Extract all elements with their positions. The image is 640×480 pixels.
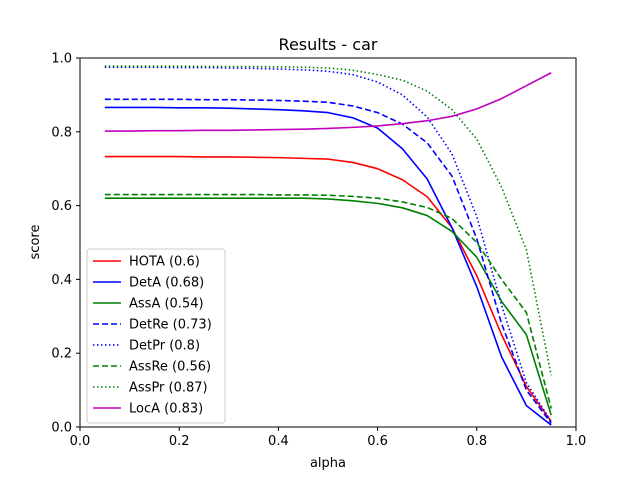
y-tick-label: 0.8 bbox=[51, 125, 72, 140]
legend-label: AssA (0.54) bbox=[129, 297, 204, 312]
y-tick-label: 0.0 bbox=[51, 421, 72, 436]
legend-label: AssRe (0.56) bbox=[129, 360, 211, 375]
x-tick-label: 0.2 bbox=[169, 434, 190, 449]
series-line-2 bbox=[104, 106, 552, 426]
series-line-4 bbox=[104, 98, 552, 424]
legend-label: AssPr (0.87) bbox=[129, 381, 208, 396]
axes-frame bbox=[79, 57, 577, 428]
y-tick-label: 0.6 bbox=[51, 199, 72, 214]
x-axis-label: alpha bbox=[310, 456, 346, 471]
y-tick-label: 0.4 bbox=[51, 273, 72, 288]
series-line-1 bbox=[104, 155, 552, 422]
x-tick-label: 0.6 bbox=[367, 434, 388, 449]
series-group bbox=[104, 65, 552, 426]
legend-box bbox=[86, 248, 226, 424]
legend-label: DetRe (0.73) bbox=[129, 318, 212, 333]
legend-label: DetPr (0.8) bbox=[129, 339, 200, 354]
x-tick-label: 0.8 bbox=[466, 434, 487, 449]
chart-title: Results - car bbox=[279, 35, 378, 54]
x-tick-label: 0.4 bbox=[268, 434, 289, 449]
y-tick-label: 1.0 bbox=[51, 52, 72, 67]
x-tick-label: 1.0 bbox=[566, 434, 587, 449]
axes-group: 0.0 0.2 0.4 0.6 0.8 1.0 0.0 0.2 0.4 0.6 0.8 1.0 bbox=[51, 52, 586, 450]
series-line-8 bbox=[104, 72, 552, 132]
y-tick-label: 0.2 bbox=[51, 347, 72, 362]
legend-label: HOTA (0.6) bbox=[129, 255, 200, 270]
legend: HOTA (0.6) DetA (0.68) AssA (0.54) DetRe (0… bbox=[86, 248, 226, 424]
series-line-3 bbox=[104, 197, 552, 416]
y-axis-label: score bbox=[28, 225, 43, 260]
legend-label: DetA (0.68) bbox=[129, 276, 204, 291]
x-tick-label: 0.0 bbox=[70, 434, 91, 449]
legend-label: LocA (0.83) bbox=[129, 402, 203, 417]
series-line-6 bbox=[104, 193, 552, 409]
